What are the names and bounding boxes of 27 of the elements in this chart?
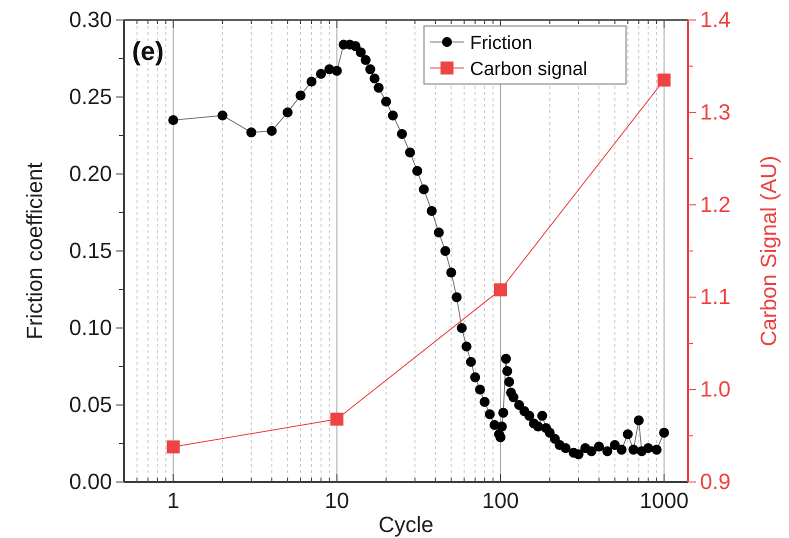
y-tick-label: 0.30 [69,7,112,32]
y-tick-label: 0.10 [69,315,112,340]
x-axis-title: Cycle [378,512,434,537]
x-tick-label: 1000 [640,488,689,513]
annotation: (e) [132,36,164,66]
y2-tick-label: 1.0 [700,376,731,402]
y-tick-label: 0.05 [69,392,112,417]
x-tick-label: 10 [324,488,350,513]
point [658,74,671,87]
y2-axis-title: Carbon Signal (AU) [756,156,781,346]
y2-tick-label: 1.4 [700,7,731,32]
x-tick-label: 100 [482,488,519,513]
y-tick-label: 0.20 [69,161,112,186]
y-tick-label: 0.15 [69,238,112,263]
point [494,283,507,296]
legend-label: Friction [470,33,532,54]
y2-tick-label: 1.2 [700,192,731,217]
y-axis-title: Friction coefficient [22,162,47,340]
legend-label: Carbon signal [470,59,588,80]
y2-tick-label: 1.1 [700,284,731,310]
point [330,412,344,426]
x-tick-label: 1 [167,488,180,513]
y2-tick-label: 1.3 [700,99,731,124]
y-tick-label: 0.00 [69,469,112,494]
y-tick-label: 0.25 [69,84,112,109]
point [166,440,180,454]
y2-tick-label: 0.9 [700,469,731,494]
